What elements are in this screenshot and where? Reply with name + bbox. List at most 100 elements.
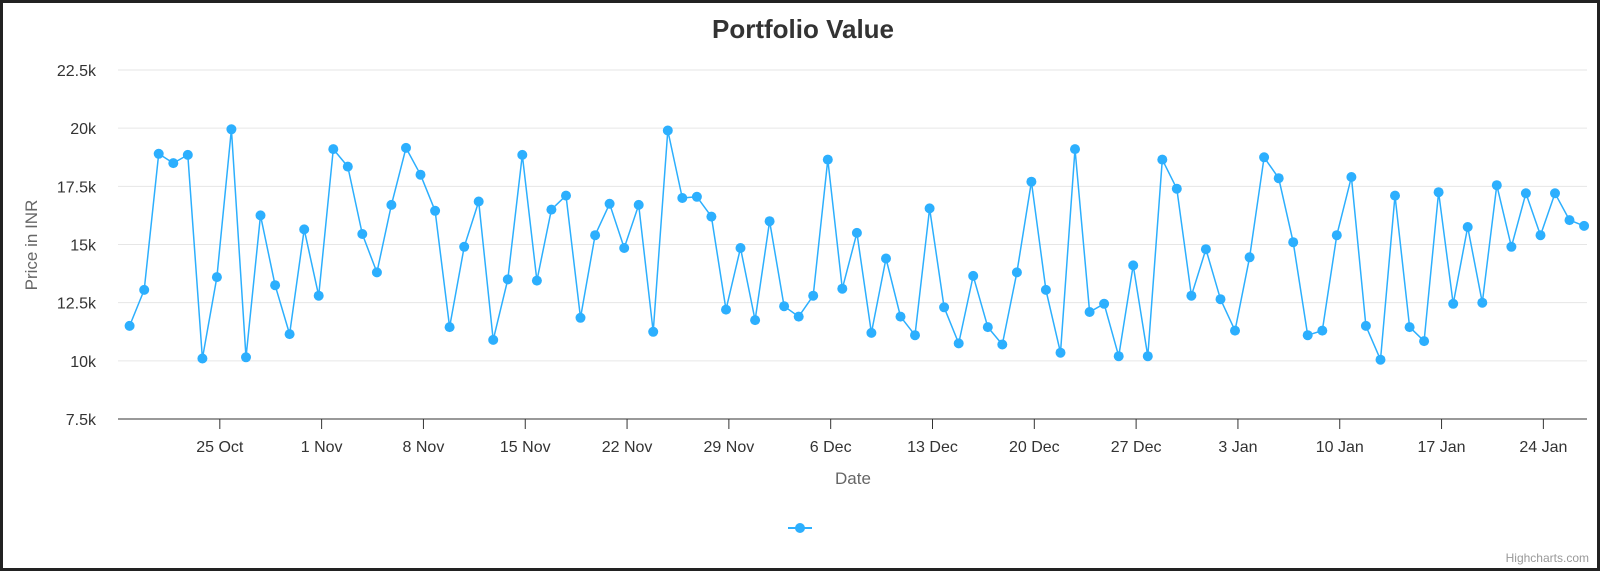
data-point[interactable] xyxy=(1157,154,1168,165)
data-point[interactable] xyxy=(255,210,266,221)
data-point[interactable] xyxy=(168,158,179,169)
data-point[interactable] xyxy=(808,290,819,301)
data-point[interactable] xyxy=(299,224,310,235)
data-point[interactable] xyxy=(764,216,775,227)
data-point[interactable] xyxy=(415,169,426,180)
data-point[interactable] xyxy=(211,272,222,283)
data-point[interactable] xyxy=(1215,294,1226,305)
data-point[interactable] xyxy=(1128,260,1139,271)
data-point[interactable] xyxy=(866,327,877,338)
data-point[interactable] xyxy=(677,193,688,203)
data-point[interactable] xyxy=(1404,322,1415,333)
data-point[interactable] xyxy=(1011,267,1022,278)
data-point[interactable] xyxy=(328,144,339,155)
data-point[interactable] xyxy=(881,253,891,264)
data-point[interactable] xyxy=(822,154,833,165)
data-point[interactable] xyxy=(182,149,193,160)
data-point[interactable] xyxy=(1390,190,1400,201)
data-point[interactable] xyxy=(517,149,528,160)
data-point[interactable] xyxy=(1360,320,1371,331)
data-point[interactable] xyxy=(1317,325,1328,336)
data-point[interactable] xyxy=(924,203,935,214)
data-point[interactable] xyxy=(648,326,659,337)
data-point[interactable] xyxy=(502,274,513,285)
data-point[interactable] xyxy=(997,339,1008,350)
data-point[interactable] xyxy=(619,243,630,253)
data-point[interactable] xyxy=(1462,222,1473,232)
credits-link[interactable]: Highcharts.com xyxy=(1506,551,1589,565)
data-point[interactable] xyxy=(371,267,382,278)
legend[interactable] xyxy=(788,523,812,533)
data-point[interactable] xyxy=(270,280,281,291)
data-point[interactable] xyxy=(1040,284,1051,295)
data-point[interactable] xyxy=(1113,351,1124,362)
data-point[interactable] xyxy=(153,148,164,159)
data-point[interactable] xyxy=(779,301,790,312)
data-point[interactable] xyxy=(895,311,906,322)
data-point[interactable] xyxy=(1506,241,1517,252)
data-point[interactable] xyxy=(342,161,353,172)
data-point[interactable] xyxy=(124,320,135,331)
data-point[interactable] xyxy=(706,211,717,222)
data-point[interactable] xyxy=(444,322,455,333)
data-point[interactable] xyxy=(1302,330,1313,341)
data-point[interactable] xyxy=(691,191,702,202)
data-point[interactable] xyxy=(1331,230,1342,241)
data-point[interactable] xyxy=(430,205,441,216)
data-point[interactable] xyxy=(1564,215,1575,226)
data-point[interactable] xyxy=(662,125,673,136)
data-point[interactable] xyxy=(1186,290,1197,301)
data-point[interactable] xyxy=(1230,325,1240,336)
data-point[interactable] xyxy=(386,199,397,210)
data-point[interactable] xyxy=(604,198,615,209)
data-point[interactable] xyxy=(1171,183,1182,194)
data-point[interactable] xyxy=(633,199,644,210)
data-point[interactable] xyxy=(575,312,586,323)
data-point[interactable] xyxy=(1448,298,1459,309)
data-point[interactable] xyxy=(313,290,324,301)
data-point[interactable] xyxy=(1579,220,1590,231)
data-point[interactable] xyxy=(1550,188,1560,199)
data-point[interactable] xyxy=(357,229,368,239)
data-point[interactable] xyxy=(1419,336,1430,347)
data-point[interactable] xyxy=(1535,230,1546,241)
data-point[interactable] xyxy=(241,352,251,363)
data-point[interactable] xyxy=(1288,237,1299,248)
data-point[interactable] xyxy=(473,196,484,207)
data-point[interactable] xyxy=(459,241,470,252)
data-point[interactable] xyxy=(982,322,993,333)
data-point[interactable] xyxy=(284,329,295,340)
data-point[interactable] xyxy=(953,338,964,349)
data-point[interactable] xyxy=(1520,188,1531,199)
data-point[interactable] xyxy=(226,124,237,135)
data-point[interactable] xyxy=(1055,347,1066,358)
data-point[interactable] xyxy=(735,243,746,253)
data-point[interactable] xyxy=(139,284,150,295)
data-point[interactable] xyxy=(1099,298,1110,309)
data-point[interactable] xyxy=(1244,252,1255,263)
data-point[interactable] xyxy=(851,227,862,238)
data-point[interactable] xyxy=(750,315,761,326)
data-point[interactable] xyxy=(1142,351,1153,362)
data-point[interactable] xyxy=(1026,176,1037,187)
data-point[interactable] xyxy=(1433,187,1444,198)
data-point[interactable] xyxy=(1477,297,1488,308)
data-point[interactable] xyxy=(939,302,950,313)
data-point[interactable] xyxy=(1259,152,1270,163)
data-point[interactable] xyxy=(546,204,557,215)
data-point[interactable] xyxy=(590,230,601,241)
data-point[interactable] xyxy=(968,270,979,281)
data-point[interactable] xyxy=(837,283,848,294)
data-point[interactable] xyxy=(1346,172,1357,182)
data-point[interactable] xyxy=(197,353,208,364)
data-point[interactable] xyxy=(561,190,571,201)
data-point[interactable] xyxy=(793,311,804,322)
data-point[interactable] xyxy=(1273,173,1284,184)
legend-marker[interactable] xyxy=(795,523,805,533)
data-point[interactable] xyxy=(531,275,542,286)
series-portfolio[interactable] xyxy=(124,124,1590,365)
data-point[interactable] xyxy=(1070,144,1080,155)
data-point[interactable] xyxy=(1200,244,1211,255)
data-point[interactable] xyxy=(1375,354,1386,365)
data-point[interactable] xyxy=(1084,307,1095,317)
